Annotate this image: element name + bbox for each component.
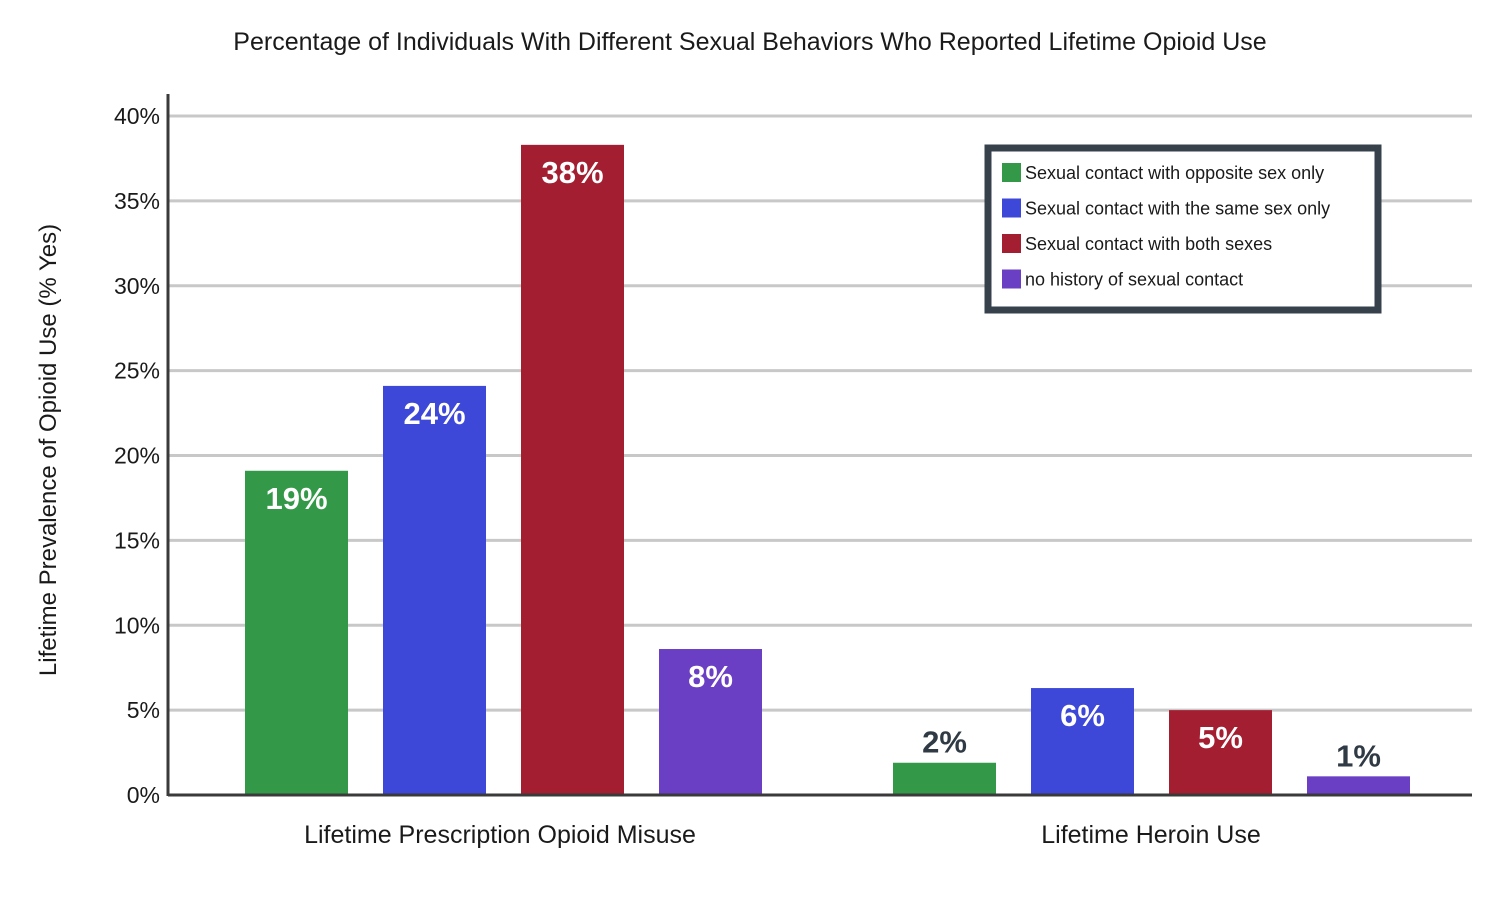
legend-entry: Sexual contact with both sexes <box>1025 234 1272 254</box>
y-tick-label: 30% <box>114 273 160 299</box>
legend-entry: Sexual contact with the same sex only <box>1025 199 1330 219</box>
bar-value-label: 24% <box>403 396 465 431</box>
bar-value-label: 5% <box>1198 720 1243 755</box>
y-tick-label: 15% <box>114 527 160 553</box>
bar <box>659 649 762 795</box>
bar-value-label: 8% <box>688 659 733 694</box>
y-tick-label: 25% <box>114 358 160 384</box>
bar <box>521 144 624 796</box>
y-tick-label: 0% <box>127 782 160 808</box>
legend-swatch <box>1002 269 1021 289</box>
x-axis-categories: Lifetime Prescription Opioid Misuse Lifet… <box>304 821 1261 849</box>
x-category-label: Lifetime Heroin Use <box>1041 821 1261 849</box>
chart-title: Percentage of Individuals With Different… <box>233 28 1266 56</box>
bar <box>893 762 996 795</box>
bars: 19% 24% 38% 8% 2% 6% 5% 1% <box>245 144 1410 796</box>
y-axis-label: Lifetime Prevalence of Opioid Use (% Yes… <box>35 224 62 676</box>
bar <box>1307 776 1410 795</box>
y-tick-label: 40% <box>114 103 160 129</box>
bar <box>1031 688 1134 795</box>
legend-box <box>984 144 1382 314</box>
legend: Sexual contact with opposite sex only Sex… <box>984 144 1382 314</box>
bar <box>245 470 348 795</box>
bar <box>1169 710 1272 795</box>
y-tick-label: 5% <box>127 697 160 723</box>
y-tick-label: 35% <box>114 188 160 214</box>
bar-value-label: 6% <box>1060 698 1105 733</box>
legend-entry: no history of sexual contact <box>1025 270 1243 290</box>
y-axis-ticks: 0% 5% 10% 15% 20% 25% 30% 35% 40% <box>114 103 160 808</box>
bar-value-label: 2% <box>922 725 967 760</box>
axes <box>166 94 1472 797</box>
legend-swatch <box>1002 163 1021 182</box>
legend-swatch <box>1002 234 1021 253</box>
y-tick-label: 10% <box>114 612 160 638</box>
legend-entry: Sexual contact with opposite sex only <box>1025 163 1324 183</box>
legend-swatch <box>1002 198 1021 218</box>
y-tick-label: 20% <box>114 443 160 469</box>
x-category-label: Lifetime Prescription Opioid Misuse <box>304 821 696 849</box>
bar-value-label: 1% <box>1336 738 1381 773</box>
bar-value-label: 38% <box>541 155 603 190</box>
bar-value-label: 19% <box>265 481 327 516</box>
bar <box>383 385 486 795</box>
